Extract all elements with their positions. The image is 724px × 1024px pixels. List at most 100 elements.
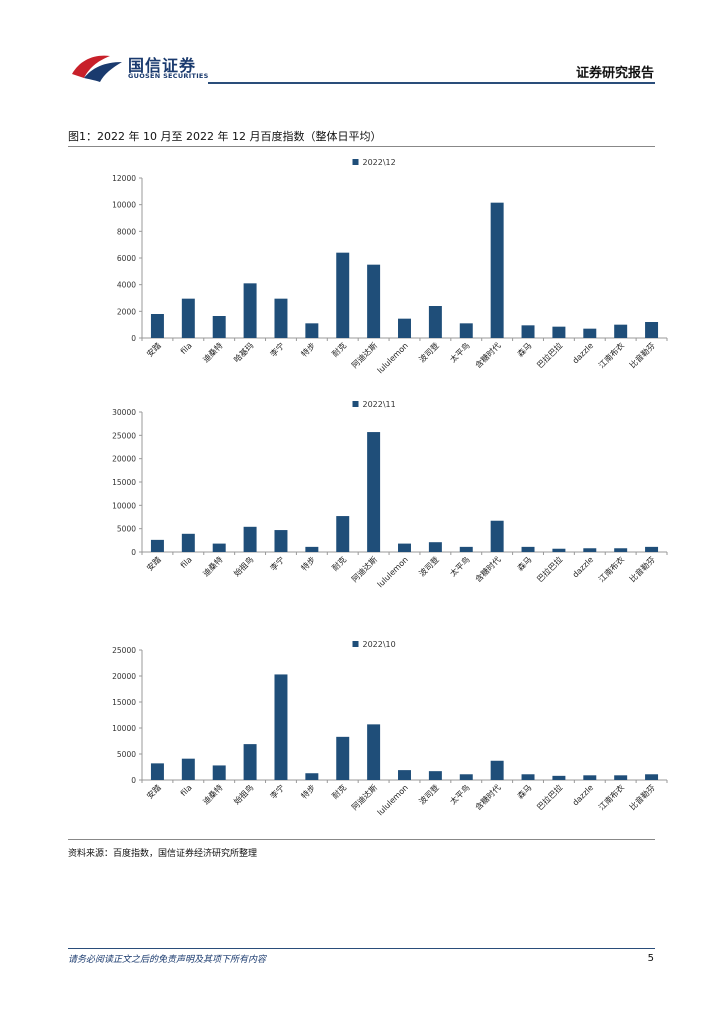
bar (645, 546, 659, 552)
x-tick-label: 始祖鸟 (231, 554, 255, 578)
x-tick-label: 江南布衣 (596, 554, 626, 584)
x-tick-label: 李宁 (268, 340, 286, 358)
y-tick-label: 10000 (112, 501, 136, 510)
figure-title: 图1：2022 年 10 月至 2022 年 12 月百度指数（整体日平均） (68, 130, 382, 143)
y-tick-label: 20000 (112, 672, 136, 681)
x-tick-label: 迪桑特 (201, 554, 225, 578)
bar (243, 526, 257, 552)
y-tick-label: 30000 (112, 408, 136, 417)
x-tick-label: 迪桑特 (201, 782, 225, 806)
bar (398, 770, 411, 780)
y-tick-label: 25000 (112, 646, 136, 655)
x-tick-label: fila (179, 783, 194, 798)
x-tick-label: 波司登 (417, 554, 441, 578)
page-number: 5 (647, 953, 654, 964)
legend-label: 2022\10 (363, 640, 396, 649)
bar (428, 306, 442, 338)
chart-legend: 2022\12 (352, 158, 396, 167)
x-tick-label: 比音勒芬 (627, 340, 657, 370)
bar (552, 548, 566, 552)
bar (367, 264, 381, 338)
bar (305, 323, 319, 338)
company-name-cn: 国信证券 (128, 56, 197, 75)
x-tick-label: 巴拉巴拉 (535, 340, 565, 370)
bar (243, 283, 257, 338)
x-tick-label: fila (179, 341, 194, 356)
bar (212, 765, 226, 780)
report-type-label: 证券研究报告 (575, 66, 654, 81)
footer-divider (68, 948, 655, 949)
x-tick-label: 阿迪达斯 (349, 782, 379, 812)
chart-legend: 2022\11 (352, 400, 396, 409)
x-tick-label: dazzle (571, 341, 595, 365)
legend-label: 2022\11 (363, 400, 396, 409)
x-tick-label: 安踏 (144, 340, 162, 358)
chart-oct: 2022\10 0 5000 10000 15000 20000 25000 安踏 fila 迪桑… (90, 640, 668, 836)
header-divider (208, 82, 655, 84)
bar (212, 543, 226, 552)
x-tick-label: 阿迪达斯 (349, 340, 379, 370)
chart-dec: 2022\12 0 2000 4000 6000 8000 10000 12000 安踏 fila… (90, 150, 668, 390)
x-tick-label: 安踏 (144, 782, 162, 800)
x-tick-label: 巴拉巴拉 (535, 782, 565, 812)
legend-swatch (352, 401, 359, 407)
bar (459, 323, 473, 338)
y-tick-label: 8000 (117, 227, 136, 236)
x-tick-label: 江南布衣 (596, 782, 626, 812)
x-tick-label: 李宁 (268, 554, 286, 572)
footer-disclaimer: 请务必阅读正文之后的免责声明及其项下所有内容 (68, 955, 267, 965)
x-tick-label: 森马 (515, 554, 533, 572)
bar (583, 548, 597, 552)
x-tick-label: 耐克 (330, 340, 348, 358)
bar (459, 546, 473, 552)
chart-dec-svg: 2022\12 0 2000 4000 6000 8000 10000 12000 安踏 fila… (112, 158, 668, 375)
y-tick-label: 15000 (112, 698, 136, 707)
y-tick-label: 12000 (112, 174, 136, 183)
bar (367, 724, 381, 780)
figure-source: 资料来源：百度指数，国信证券经济研究所整理 (68, 849, 258, 859)
bar (336, 516, 350, 552)
x-tick-label: 波司登 (417, 340, 441, 364)
x-tick-label: lululemon (376, 341, 410, 375)
y-tick-label: 2000 (117, 307, 136, 316)
y-tick-label: 0 (131, 334, 136, 343)
bar (336, 252, 350, 338)
bar (552, 326, 566, 338)
bar (614, 775, 628, 780)
y-tick-label: 15000 (112, 478, 136, 487)
guosen-logo-icon (72, 55, 122, 82)
bar (181, 298, 195, 338)
y-tick-label: 0 (131, 548, 136, 557)
bar (274, 530, 288, 552)
bar (336, 736, 350, 780)
bar (552, 775, 566, 780)
x-tick-label: 森马 (515, 782, 533, 800)
company-name-en: GUOSEN SECURITIES (128, 72, 209, 80)
bar (583, 775, 597, 780)
figure-top-divider (68, 146, 655, 147)
x-tick-label: 太平鸟 (448, 340, 472, 364)
y-tick-label: 5000 (117, 525, 136, 534)
chart-legend: 2022\10 (352, 640, 396, 649)
x-tick-label: 太平鸟 (448, 782, 472, 806)
bar (398, 318, 411, 338)
bar (521, 774, 535, 780)
y-tick-label: 0 (131, 776, 136, 785)
bar (305, 773, 319, 780)
bar (181, 758, 195, 780)
x-tick-label: 哈基玛 (231, 340, 255, 364)
x-tick-label: 始祖鸟 (231, 782, 255, 806)
bar (150, 763, 164, 780)
x-tick-label: 比音勒芬 (627, 554, 657, 584)
chart-nov-svg: 2022\11 0 5000 10000 15000 20000 25000 30000 安踏 f… (112, 400, 668, 589)
bar (459, 774, 473, 780)
bar (614, 548, 628, 552)
x-tick-label: fila (179, 555, 194, 570)
x-tick-label: 耐克 (330, 554, 348, 572)
bar (398, 543, 411, 552)
x-tick-label: 迪桑特 (201, 340, 225, 364)
bar (181, 533, 195, 552)
y-tick-label: 25000 (112, 431, 136, 440)
y-tick-label: 5000 (117, 750, 136, 759)
x-tick-label: 江南布衣 (596, 340, 626, 370)
